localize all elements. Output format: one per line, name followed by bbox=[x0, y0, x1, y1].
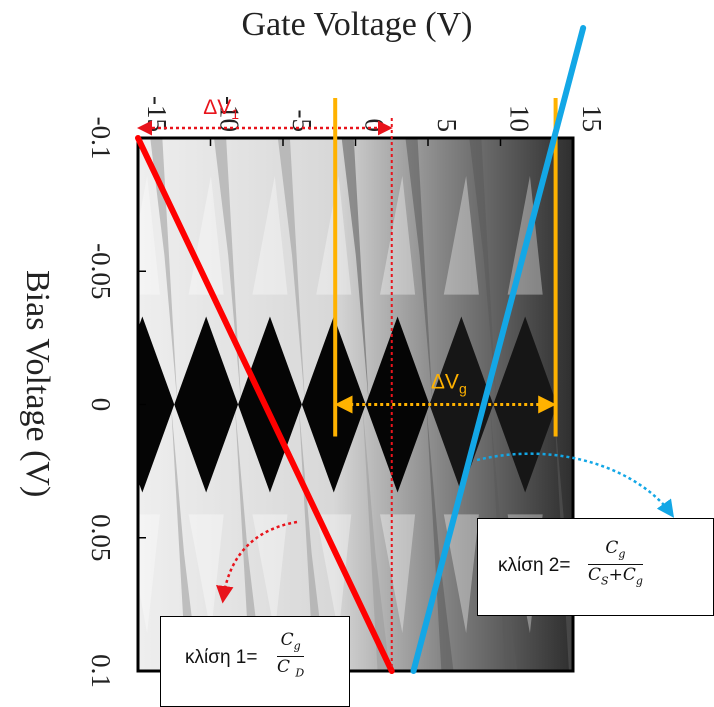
conduction-wedge bbox=[252, 514, 288, 634]
slope2-den-b: C bbox=[622, 565, 636, 586]
slope2-den-b-sub: g bbox=[635, 574, 643, 588]
slope2-num: C bbox=[605, 538, 619, 558]
slope1-label-box: κλίση 1= Cg C D bbox=[160, 616, 350, 707]
slope1-den-sub: D bbox=[295, 666, 305, 680]
excitation-band bbox=[469, 138, 497, 405]
conduction-wedge bbox=[380, 175, 416, 295]
conduction-wedge bbox=[138, 514, 160, 634]
slope1-num-sub: g bbox=[293, 639, 301, 653]
conduction-wedge bbox=[443, 175, 479, 295]
slope1-fraction: Cg C D bbox=[277, 630, 305, 683]
gate-tick-label: 15 bbox=[577, 105, 607, 132]
bias-tick-label: -0.1 bbox=[86, 117, 116, 160]
excitation-band bbox=[405, 138, 433, 405]
gate-tick-label: 0 bbox=[360, 119, 390, 133]
excitation-band bbox=[362, 404, 390, 671]
slope2-pointer bbox=[476, 452, 675, 518]
excitation-band bbox=[426, 404, 454, 671]
excitation-band bbox=[214, 138, 242, 405]
slope2-den-a-sub: S bbox=[601, 574, 609, 588]
conduction-wedge bbox=[252, 175, 288, 295]
coulomb-diamond bbox=[138, 316, 175, 493]
slope1-den: C bbox=[277, 657, 296, 678]
conduction-wedge bbox=[380, 514, 416, 634]
slope2-num-sub: g bbox=[618, 547, 626, 561]
gate-tick-label: 10 bbox=[505, 105, 535, 132]
bias-axis-title: Bias Voltage (V) bbox=[19, 270, 56, 498]
slope1-prefix: κλίση 1= bbox=[185, 647, 258, 668]
slope1-line bbox=[135, 135, 395, 674]
conduction-wedge bbox=[316, 514, 352, 634]
bias-tick-label: -0.05 bbox=[86, 243, 116, 299]
slope1-pointer bbox=[216, 520, 298, 604]
excitation-band bbox=[490, 404, 518, 671]
bias-tick-label: 0 bbox=[86, 398, 116, 412]
conduction-wedge bbox=[188, 514, 224, 634]
gate-tick-label: -15 bbox=[142, 96, 172, 132]
slope2-den-a: C bbox=[588, 565, 602, 586]
slope2-den-plus: + bbox=[608, 565, 623, 586]
bias-tick-label: 0.05 bbox=[86, 514, 116, 561]
gate-tick-label: 5 bbox=[432, 119, 462, 133]
bias-tick-label: 0.1 bbox=[86, 654, 116, 688]
bias-tick-group: -0.1 -0.05 0 0.05 0.1 bbox=[86, 117, 146, 688]
excitation-band bbox=[341, 138, 369, 405]
excitation-band bbox=[277, 138, 306, 405]
conduction-wedge bbox=[443, 514, 479, 634]
slope1-num: C bbox=[280, 630, 294, 650]
gate-axis-title: Gate Voltage (V) bbox=[241, 6, 473, 43]
slope2-label-box: κλίση 2= Cg CS+Cg bbox=[477, 518, 714, 616]
slope2-line bbox=[410, 25, 587, 674]
slope2-fraction: Cg CS+Cg bbox=[588, 539, 643, 591]
slope2-prefix: κλίση 2= bbox=[498, 555, 571, 576]
conduction-wedge bbox=[138, 175, 160, 295]
conduction-wedge bbox=[507, 175, 543, 295]
coulomb-diamond bbox=[174, 316, 239, 493]
